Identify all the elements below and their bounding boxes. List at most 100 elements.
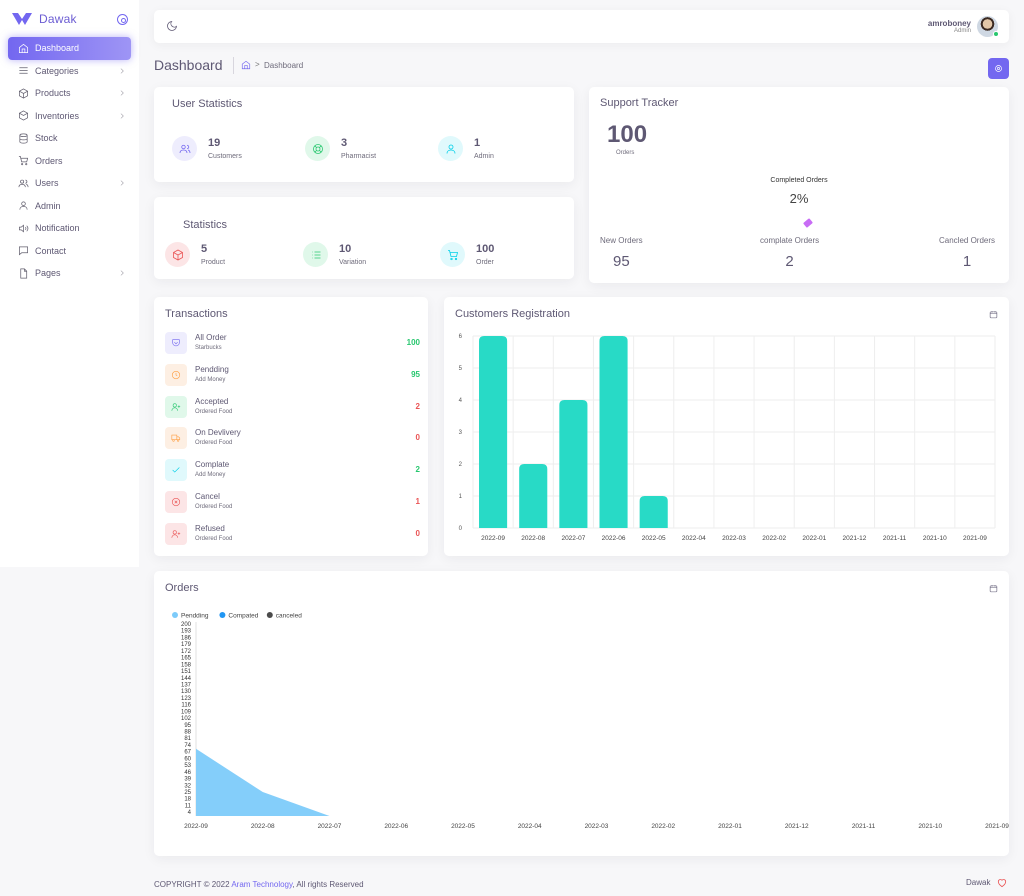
chevron-right-icon bbox=[118, 67, 126, 75]
x-circle-icon bbox=[165, 491, 187, 513]
copyright-text: COPYRIGHT © 2022 bbox=[154, 880, 230, 889]
legend-label[interactable]: Pendding bbox=[181, 613, 209, 620]
sidebar-toggle-icon[interactable] bbox=[117, 14, 128, 25]
x-tick-label: 2022-06 bbox=[602, 535, 626, 542]
column-value: 95 bbox=[613, 253, 630, 270]
new-orders-column: New Orders 95 bbox=[600, 236, 643, 270]
user-role: Admin bbox=[953, 28, 971, 34]
transaction-title: On Devlivery bbox=[195, 428, 241, 438]
column-value: 1 bbox=[962, 253, 972, 270]
moon-icon[interactable] bbox=[166, 20, 178, 32]
support-tracker-card: Support Tracker 100 Orders Completed Ord… bbox=[589, 87, 1009, 283]
y-tick-label: 4 bbox=[459, 398, 463, 404]
y-tick-label: 6 bbox=[459, 334, 463, 340]
sidebar-item-stock[interactable]: Stock bbox=[8, 127, 131, 150]
brand-logo[interactable]: Dawak bbox=[11, 10, 77, 28]
calendar-icon[interactable] bbox=[989, 310, 998, 319]
user-name[interactable]: amroboney bbox=[927, 19, 971, 28]
chevron-right-icon bbox=[118, 179, 126, 187]
rights-text: , All rights Reserved bbox=[292, 880, 364, 889]
chart-title: Orders bbox=[165, 582, 199, 594]
y-tick-label: 81 bbox=[184, 736, 191, 742]
transaction-value: 0 bbox=[415, 528, 420, 538]
sidebar-item-label: Orders bbox=[35, 155, 63, 166]
y-tick-label: 3 bbox=[459, 430, 463, 436]
footer-copyright: COPYRIGHT © 2022 Aram Technology, All ri… bbox=[154, 880, 364, 889]
home-icon[interactable] bbox=[241, 60, 251, 70]
x-tick-label: 2022-07 bbox=[318, 823, 342, 830]
x-tick-label: 2022-01 bbox=[718, 823, 742, 830]
sidebar-item-label: Contact bbox=[35, 245, 67, 256]
transaction-subtitle: Starbucks bbox=[195, 345, 222, 351]
sidebar-item-categories[interactable]: Categories bbox=[8, 60, 131, 83]
sidebar-item-products[interactable]: Products bbox=[8, 82, 131, 105]
company-link[interactable]: Aram Technology bbox=[231, 880, 293, 889]
x-tick-label: 2022-06 bbox=[384, 823, 408, 830]
transaction-row: Pendding Add Money 95 bbox=[165, 363, 420, 388]
x-tick-label: 2022-03 bbox=[722, 535, 746, 542]
legend-label[interactable]: Compated bbox=[228, 613, 258, 620]
transaction-title: Complate bbox=[195, 460, 230, 470]
transaction-title: Refused bbox=[195, 523, 225, 533]
y-tick-label: 102 bbox=[181, 716, 192, 722]
sidebar-item-label: Notification bbox=[35, 223, 80, 234]
y-tick-label: 137 bbox=[181, 682, 192, 688]
sidebar-item-dashboard[interactable]: Dashboard bbox=[8, 37, 131, 60]
bar[interactable] bbox=[639, 496, 668, 528]
bar[interactable] bbox=[479, 336, 508, 528]
stat-label: Variation bbox=[339, 259, 367, 266]
statistics-title: Statistics bbox=[183, 219, 228, 231]
calendar-icon[interactable] bbox=[989, 584, 998, 593]
sidebar-item-orders[interactable]: Orders bbox=[8, 150, 131, 173]
legend-label[interactable]: canceled bbox=[276, 613, 302, 620]
tag-icon bbox=[803, 218, 813, 228]
x-tick-label: 2022-04 bbox=[518, 823, 542, 830]
sidebar-item-users[interactable]: Users bbox=[8, 172, 131, 195]
avatar[interactable] bbox=[977, 16, 999, 37]
bar[interactable] bbox=[559, 400, 588, 528]
stat-variation: 10 Variation bbox=[303, 242, 366, 267]
y-tick-label: 144 bbox=[181, 676, 192, 682]
y-tick-label: 158 bbox=[181, 662, 192, 668]
bar[interactable] bbox=[519, 464, 548, 528]
y-tick-label: 193 bbox=[181, 629, 192, 635]
clock-icon bbox=[165, 363, 187, 386]
sidebar-item-contact[interactable]: Contact bbox=[8, 240, 131, 263]
x-tick-label: 2022-07 bbox=[561, 535, 585, 542]
canceled-orders-column: Cancled Orders 1 bbox=[939, 236, 995, 270]
y-tick-label: 60 bbox=[184, 756, 191, 762]
y-tick-label: 186 bbox=[181, 635, 192, 641]
support-total-value: 100 bbox=[607, 121, 648, 148]
sidebar-item-inventories[interactable]: Inventories bbox=[8, 105, 131, 128]
stat-product: 5 Product bbox=[165, 242, 225, 267]
y-tick-label: 88 bbox=[184, 730, 191, 736]
x-tick-label: 2021-12 bbox=[785, 823, 809, 830]
x-tick-label: 2022-02 bbox=[762, 535, 786, 542]
users-icon bbox=[172, 136, 197, 161]
orders-card: Orders Pendding Compated canceled 4 11 18 25 32… bbox=[154, 571, 1009, 856]
chevron-right-icon bbox=[118, 112, 126, 120]
y-tick-label: 2 bbox=[459, 462, 463, 468]
chevron-right-icon bbox=[118, 269, 126, 277]
y-tick-label: 109 bbox=[181, 709, 192, 715]
x-tick-label: 2021-11 bbox=[852, 823, 876, 830]
transaction-title: All Order bbox=[195, 333, 227, 342]
y-tick-label: 67 bbox=[184, 750, 191, 756]
page-title: Dashboard bbox=[154, 57, 234, 74]
completed-orders-percent: 2% bbox=[789, 191, 809, 206]
sidebar-item-label: Categories bbox=[35, 65, 79, 76]
stat-label: Pharmacist bbox=[341, 153, 377, 160]
x-tick-label: 2021-11 bbox=[883, 535, 907, 542]
transaction-title: Cancel bbox=[195, 492, 220, 501]
sidebar-item-notification[interactable]: Notification bbox=[8, 217, 131, 240]
sidebar-item-admin[interactable]: Admin bbox=[8, 195, 131, 218]
bar[interactable] bbox=[599, 336, 628, 528]
stat-value: 10 bbox=[339, 243, 352, 255]
area-series[interactable] bbox=[196, 748, 997, 816]
settings-button[interactable] bbox=[988, 58, 1009, 79]
user-icon bbox=[17, 200, 29, 212]
legend-marker bbox=[172, 612, 178, 618]
stat-admin: 1 Admin bbox=[438, 136, 494, 161]
transaction-row: Accepted Ordered Food 2 bbox=[165, 395, 420, 420]
sidebar-item-pages[interactable]: Pages bbox=[8, 262, 131, 285]
